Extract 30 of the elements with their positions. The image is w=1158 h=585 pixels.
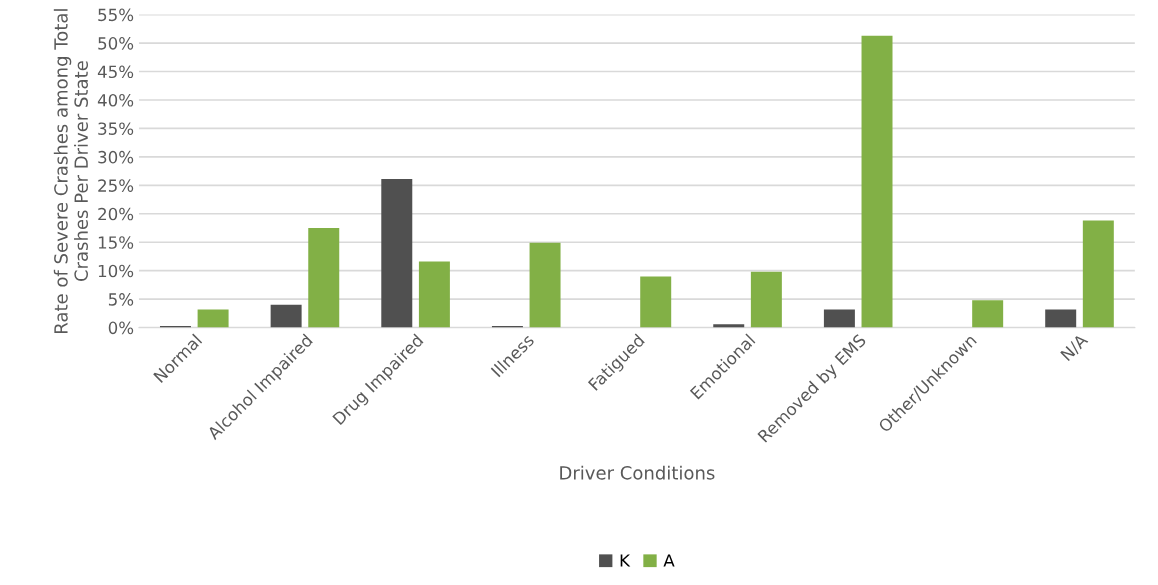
y-tick-label: 45% xyxy=(97,65,134,79)
y-tick-label: 20% xyxy=(98,207,134,221)
y-tick-label: 25% xyxy=(98,179,134,192)
y-axis-title: Rate of Severe Crashes among Total Crashes Per Driver State xyxy=(53,9,88,333)
bar xyxy=(381,179,413,328)
legend-label: K xyxy=(620,554,631,567)
y-tick-label: 30% xyxy=(98,150,134,164)
y-tick-label: 10% xyxy=(98,264,134,278)
bar xyxy=(823,309,855,328)
y-tick-label: 15% xyxy=(98,236,134,249)
bar xyxy=(529,242,561,328)
legend-label: A xyxy=(663,554,675,567)
y-tick-label: 40% xyxy=(97,93,134,107)
bar xyxy=(418,261,450,328)
x-tick-label: N/A xyxy=(1060,332,1090,363)
y-tick-label: 50% xyxy=(98,37,134,50)
y-tick-label: 35% xyxy=(98,122,134,135)
bar xyxy=(750,271,782,328)
bar xyxy=(197,309,229,328)
y-tick-label: 0% xyxy=(108,321,134,335)
bar xyxy=(640,276,672,328)
bar xyxy=(1045,309,1077,328)
bar xyxy=(308,228,340,328)
y-tick-label: 55% xyxy=(98,8,134,22)
y-tick-label: 5% xyxy=(108,293,134,306)
bar xyxy=(270,304,302,328)
bar xyxy=(861,35,893,328)
x-axis-title: Driver Conditions xyxy=(560,465,715,480)
bar xyxy=(1082,220,1114,328)
bar xyxy=(972,300,1004,328)
